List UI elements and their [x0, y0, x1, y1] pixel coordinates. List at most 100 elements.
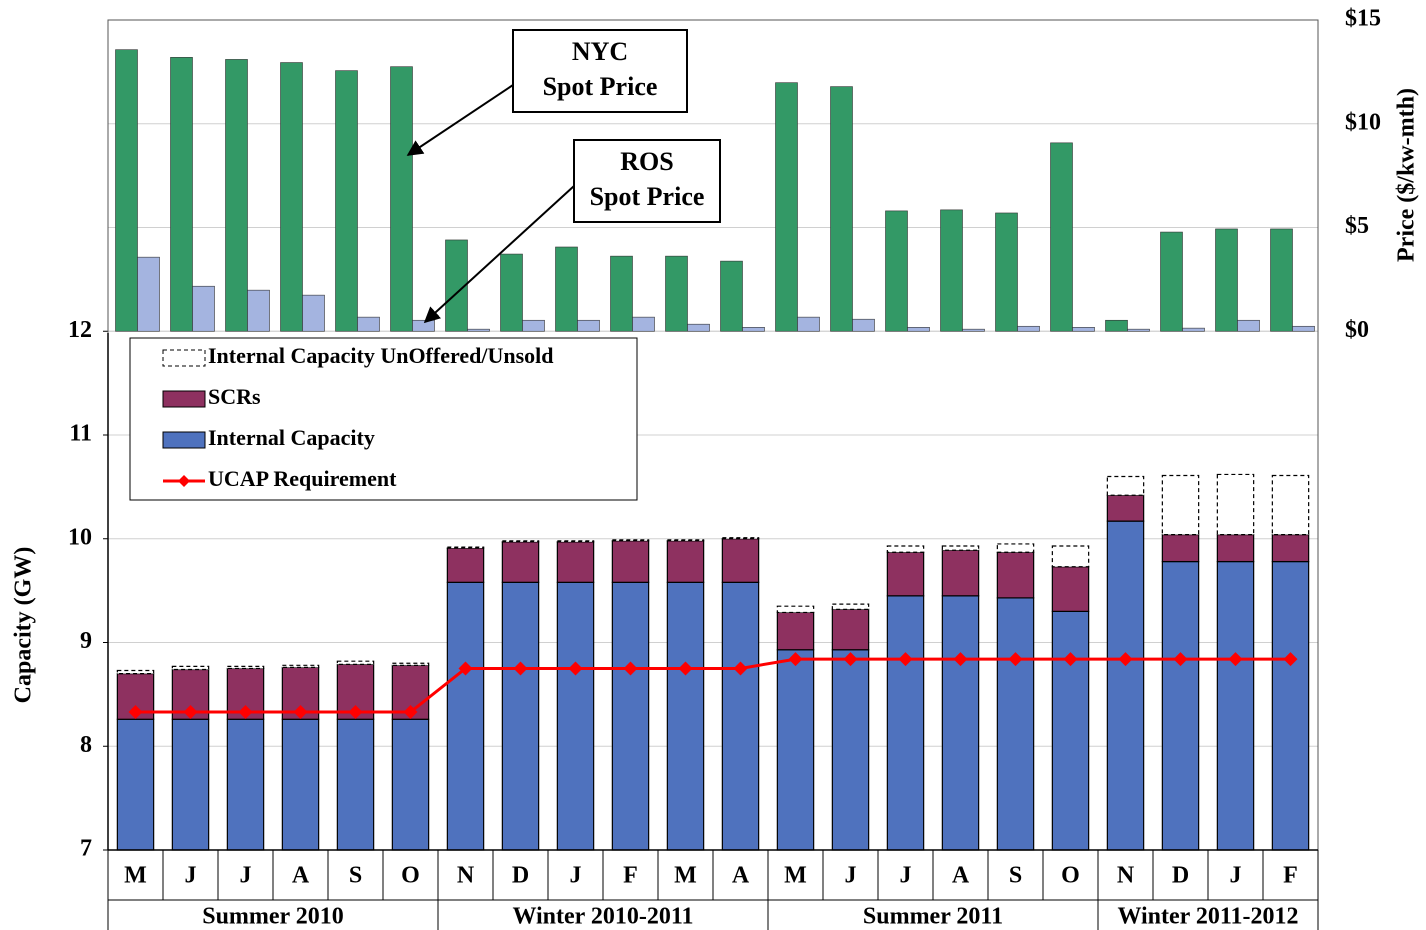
capacity-bar: [171, 718, 210, 851]
price-bar: [225, 59, 248, 332]
capacity-bar: [171, 665, 210, 671]
y2-tick-label: $0: [1345, 317, 1369, 343]
capacity-bar: [1216, 560, 1255, 851]
x-tick-label: M: [124, 863, 147, 889]
price-bar: [1182, 327, 1205, 332]
requirement-marker: [238, 705, 253, 720]
capacity-bar: [1161, 474, 1200, 536]
y-tick-label: 7: [80, 836, 92, 862]
legend-label: Internal Capacity UnOffered/Unsold: [208, 343, 554, 368]
price-bar: [1127, 328, 1150, 332]
price-bar: [170, 57, 193, 332]
requirement-marker: [568, 661, 583, 676]
price-bar: [1215, 228, 1238, 332]
price-bar: [665, 255, 688, 332]
capacity-bar: [226, 665, 265, 670]
price-bar: [115, 49, 138, 332]
price-bar: [1292, 325, 1315, 332]
requirement-line: [135, 657, 1291, 714]
x-tick-label: F: [1283, 863, 1298, 889]
capacity-bar: [941, 595, 980, 851]
capacity-bar: [1051, 566, 1090, 612]
requirement-marker: [1063, 652, 1078, 667]
capacity-bar: [1271, 533, 1310, 563]
price-bar: [467, 328, 490, 332]
x-tick-label: M: [784, 863, 807, 889]
capacity-bar: [336, 718, 375, 851]
x-tick-label: J: [570, 863, 582, 889]
price-bar: [852, 318, 875, 332]
price-bar: [302, 294, 325, 332]
capacity-bar: [391, 662, 430, 666]
x-tick-label: D: [512, 863, 529, 889]
legend-label: SCRs: [208, 384, 261, 409]
capacity-bar: [721, 537, 760, 540]
capacity-bar: [1161, 560, 1200, 851]
price-bar: [357, 316, 380, 332]
y-tick-label: 8: [80, 732, 92, 758]
requirement-marker: [513, 661, 528, 676]
x-group-label: Summer 2010: [202, 904, 344, 930]
price-bar: [1050, 142, 1073, 332]
price-bar: [742, 327, 765, 332]
requirement-marker: [403, 705, 418, 720]
annotation-arrow: [423, 185, 575, 324]
capacity-bar: [556, 540, 595, 543]
capacity-bar: [996, 551, 1035, 599]
price-bar: [1105, 319, 1128, 332]
annotation-box: [512, 29, 688, 113]
capacity-bar: [1106, 520, 1145, 851]
capacity-bar: [1106, 494, 1145, 522]
x-tick-label: F: [623, 863, 638, 889]
y-axis-label: Capacity (GW): [11, 547, 37, 704]
annotation-text: Spot Price: [543, 72, 658, 101]
x-tick-label: J: [1230, 863, 1242, 889]
capacity-bar: [721, 538, 760, 583]
requirement-marker: [1173, 652, 1188, 667]
capacity-bar: [941, 545, 980, 551]
x-tick-label: N: [1117, 863, 1135, 889]
y2-tick-label: $10: [1345, 109, 1381, 135]
x-tick-label: S: [349, 863, 362, 889]
y-tick-label: 10: [68, 524, 92, 550]
capacity-bar: [501, 540, 540, 543]
capacity-bar: [446, 546, 485, 549]
price-bar: [522, 319, 545, 332]
capacity-bar: [666, 581, 705, 851]
requirement-marker: [1283, 652, 1298, 667]
price-bar: [335, 70, 358, 332]
y2-tick-label: $15: [1345, 6, 1381, 32]
price-bar: [720, 260, 743, 332]
capacity-bar: [666, 539, 705, 542]
capacity-bar: [1051, 610, 1090, 851]
price-bar: [797, 316, 820, 332]
price-bar: [390, 66, 413, 332]
capacity-bar: [1106, 475, 1145, 496]
capacity-bar: [1216, 473, 1255, 536]
price-bar: [632, 316, 655, 332]
annotation-arrow: [406, 84, 514, 156]
x-tick-label: O: [1061, 863, 1080, 889]
legend-swatch: [162, 390, 206, 408]
price-bar: [687, 323, 710, 332]
requirement-marker: [1118, 652, 1133, 667]
capacity-bar: [446, 581, 485, 851]
x-tick-label: O: [401, 863, 420, 889]
x-tick-label: A: [732, 863, 750, 889]
capacity-bar: [996, 543, 1035, 553]
price-bar: [1072, 327, 1095, 332]
capacity-bar: [611, 581, 650, 851]
price-bar: [885, 210, 908, 332]
x-tick-label: M: [674, 863, 697, 889]
x-tick-label: J: [240, 863, 252, 889]
price-bar: [192, 285, 215, 332]
capacity-bar: [831, 603, 870, 610]
price-bar: [610, 255, 633, 332]
legend-swatch: [162, 349, 206, 367]
capacity-bar: [1271, 474, 1310, 536]
price-bar: [775, 82, 798, 332]
requirement-marker: [1228, 652, 1243, 667]
annotation-text: NYC: [572, 37, 628, 66]
capacity-bar: [1271, 560, 1310, 851]
price-bar: [830, 86, 853, 332]
